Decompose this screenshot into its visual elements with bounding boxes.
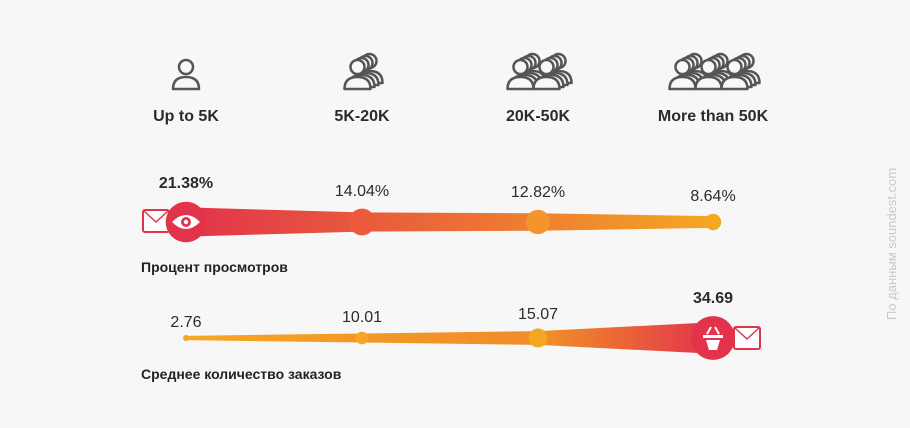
person-icon bbox=[171, 58, 201, 91]
data-point bbox=[355, 331, 369, 345]
people-2-icon bbox=[343, 52, 384, 91]
source-note: По данным soundest.com bbox=[884, 167, 899, 320]
category-label: Up to 5K bbox=[153, 108, 219, 125]
data-point bbox=[704, 213, 722, 231]
data-label: 15.07 bbox=[517, 306, 559, 323]
data-label: 10.01 bbox=[341, 309, 383, 326]
data-point bbox=[348, 208, 376, 236]
person-head bbox=[512, 58, 529, 76]
data-label: 21.38% bbox=[158, 175, 214, 192]
person-head bbox=[726, 58, 743, 76]
envelope-flap bbox=[143, 210, 169, 224]
data-label: 2.76 bbox=[170, 314, 202, 331]
data-label: 14.04% bbox=[334, 183, 390, 200]
category-label: More than 50K bbox=[657, 108, 769, 125]
person-head bbox=[538, 58, 555, 76]
eye-icon bbox=[172, 215, 200, 229]
series-label: Процент просмотров bbox=[141, 259, 288, 275]
person-head bbox=[674, 58, 691, 76]
person-body bbox=[343, 75, 372, 91]
person-body bbox=[532, 75, 561, 91]
envelope-flap bbox=[734, 327, 760, 341]
basket-rim bbox=[703, 335, 723, 338]
series-band bbox=[186, 322, 713, 354]
data-label: 12.82% bbox=[510, 184, 566, 201]
person-body bbox=[668, 75, 697, 91]
people-6-icon bbox=[668, 52, 761, 91]
person-head bbox=[700, 58, 717, 76]
data-point bbox=[183, 335, 189, 341]
envelope-icon bbox=[733, 326, 761, 350]
category-label: 20K-50K bbox=[505, 108, 571, 125]
person-body bbox=[694, 75, 723, 91]
series-band bbox=[186, 207, 713, 237]
basket-handle bbox=[706, 326, 720, 335]
basket-body bbox=[706, 340, 720, 350]
people-4-icon bbox=[506, 52, 573, 91]
series-label: Среднее количество заказов bbox=[141, 366, 342, 382]
person-head bbox=[349, 58, 366, 76]
envelope-icon bbox=[142, 209, 170, 233]
person-body bbox=[506, 75, 535, 91]
data-label: 34.69 bbox=[692, 290, 734, 307]
person-body bbox=[720, 75, 749, 91]
category-label: 5K-20K bbox=[334, 108, 390, 125]
data-point bbox=[528, 328, 548, 348]
data-point bbox=[525, 209, 551, 235]
person-body bbox=[171, 75, 201, 91]
basket-icon bbox=[703, 326, 723, 350]
data-label: 8.64% bbox=[690, 188, 736, 205]
eye-pupil bbox=[183, 219, 189, 225]
person-head bbox=[177, 58, 195, 76]
